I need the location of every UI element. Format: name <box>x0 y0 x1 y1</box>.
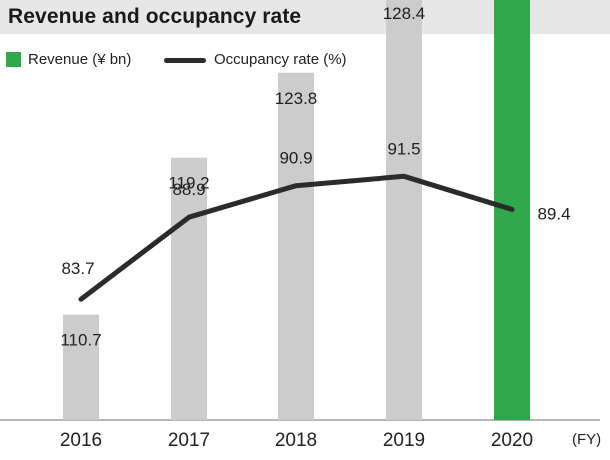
legend-swatch-occupancy <box>164 58 206 63</box>
x-axis-unit-label: (FY) <box>572 431 601 448</box>
line-value-label-2017: 88.9 <box>172 180 205 199</box>
line-value-label-2019: 91.5 <box>387 139 420 158</box>
x-tick-label-2020: 2020 <box>491 430 533 451</box>
line-value-label-2016: 83.7 <box>61 259 94 278</box>
bar-2016 <box>63 314 99 420</box>
bar-value-label-2017: 119.2 <box>168 174 209 193</box>
line-value-label-2018: 90.9 <box>279 149 312 168</box>
legend-label-occupancy: Occupancy rate (%) <box>214 51 347 68</box>
occupancy-line <box>78 173 515 302</box>
bar-2018 <box>278 72 314 420</box>
bar-2017 <box>171 157 207 420</box>
bar-2019 <box>386 0 422 420</box>
x-tick-label-2016: 2016 <box>60 430 102 451</box>
line-value-label-2020: 89.4 <box>537 204 570 223</box>
bar-value-label-2018: 123.8 <box>275 89 318 108</box>
chart-title: Revenue and occupancy rate <box>8 5 302 28</box>
x-tick-label-2018: 2018 <box>275 430 317 451</box>
bar-value-label-2016: 110.7 <box>60 331 101 350</box>
x-tick-label-2017: 2017 <box>168 430 210 451</box>
x-tick-label-2019: 2019 <box>383 430 425 451</box>
bar-value-label-2019: 128.4 <box>383 4 426 23</box>
legend-swatch-revenue <box>6 52 21 67</box>
legend-label-revenue: Revenue (¥ bn) <box>28 51 132 68</box>
